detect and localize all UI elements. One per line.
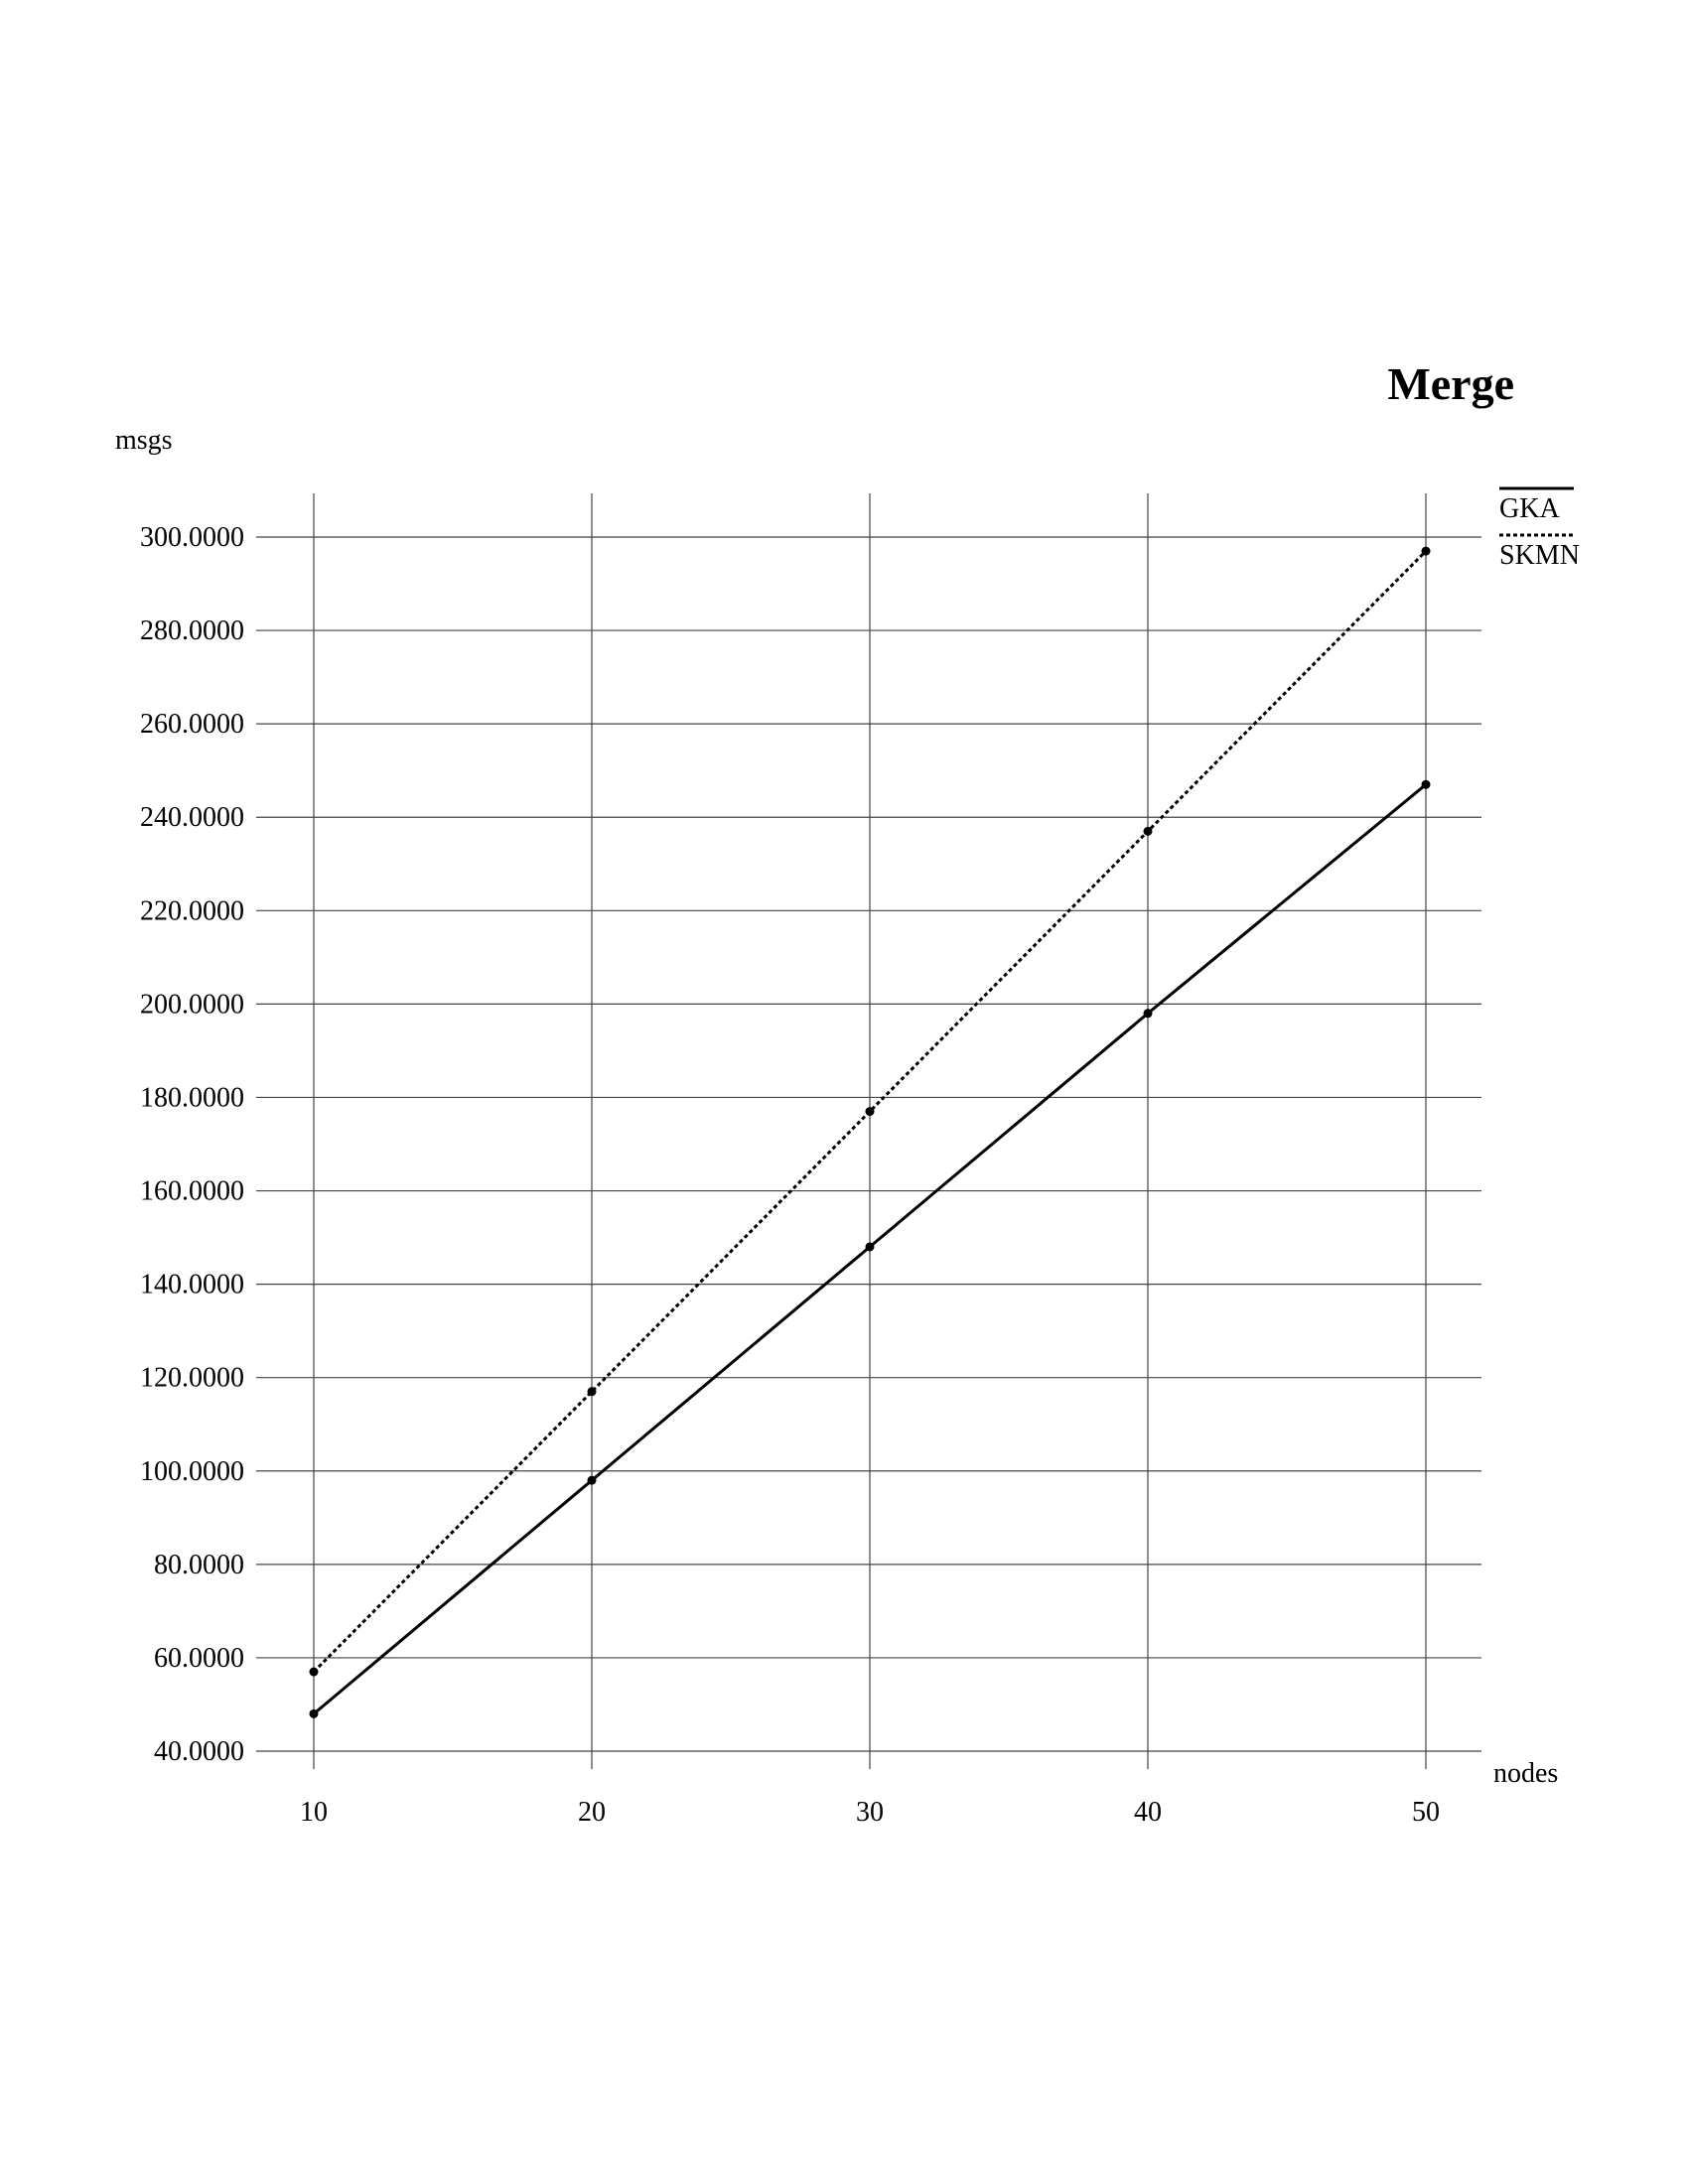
- y-tick-label: 120.0000: [140, 1363, 244, 1394]
- y-tick-label: 260.0000: [140, 709, 244, 740]
- x-tick-labels: 10 20 30 40 50: [300, 1797, 1440, 1828]
- y-tick-labels: 40.0000 60.0000 80.0000 100.0000 120.0000 140…: [140, 522, 244, 1767]
- x-tick-label: 30: [856, 1797, 884, 1828]
- y-tick-label: 160.0000: [140, 1176, 244, 1207]
- x-tick-label: 20: [578, 1797, 606, 1828]
- y-tick-label: 220.0000: [140, 895, 244, 926]
- x-tick-label: 50: [1412, 1797, 1440, 1828]
- data-point-gka: [309, 1708, 319, 1718]
- data-point-skmn: [865, 1107, 875, 1117]
- y-tick-label: 80.0000: [154, 1550, 244, 1580]
- y-tick-label: 240.0000: [140, 802, 244, 833]
- y-tick-label: 280.0000: [140, 615, 244, 646]
- data-point-gka: [587, 1475, 597, 1485]
- series-lines: [309, 546, 1431, 1718]
- y-tick-label: 60.0000: [154, 1643, 244, 1674]
- series-line-skmn: [312, 550, 1428, 1674]
- x-tick-label: 40: [1134, 1797, 1162, 1828]
- y-tick-label: 300.0000: [140, 522, 244, 553]
- y-tick-label: 180.0000: [140, 1082, 244, 1113]
- y-tick-label: 40.0000: [154, 1736, 244, 1767]
- data-point-skmn: [1421, 546, 1431, 556]
- data-point-skmn: [587, 1387, 597, 1397]
- legend: GKA SKMN: [1499, 486, 1580, 571]
- legend-label-skmn: SKMN: [1499, 540, 1580, 571]
- y-tick-label: 200.0000: [140, 989, 244, 1020]
- data-point-gka: [1421, 779, 1431, 789]
- y-axis-label: msgs: [115, 425, 173, 456]
- chart-title: Merge: [1387, 358, 1514, 409]
- legend-label-gka: GKA: [1499, 493, 1560, 524]
- y-tick-label: 140.0000: [140, 1270, 244, 1300]
- x-tick-label: 10: [300, 1797, 328, 1828]
- data-point-skmn: [309, 1667, 319, 1677]
- grid-lines: [256, 493, 1481, 1769]
- data-point-gka: [1143, 1009, 1153, 1019]
- x-axis-label: nodes: [1493, 1758, 1558, 1789]
- y-tick-label: 100.0000: [140, 1456, 244, 1487]
- data-point-skmn: [1143, 826, 1153, 836]
- data-point-gka: [865, 1242, 875, 1252]
